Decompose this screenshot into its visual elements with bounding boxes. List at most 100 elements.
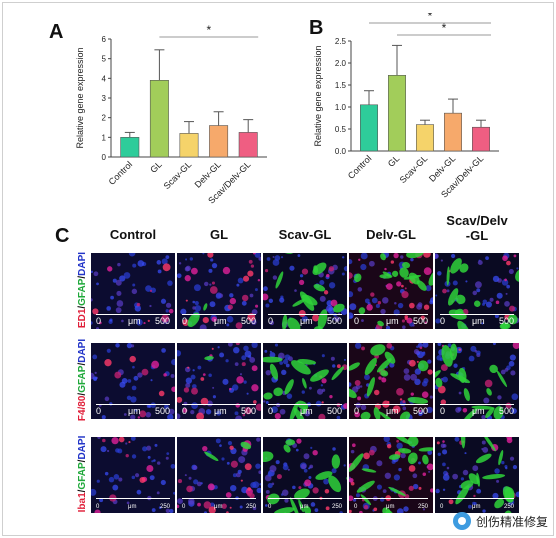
scale-bar-label: 0 [440,406,446,416]
scale-bar-label: 500 [240,316,256,326]
scale-bar-label: 0 [440,504,444,510]
scale-bar: 0 μm 500 [352,404,430,416]
row-label: ED1/GFAP/DAPI [76,245,90,335]
scale-bar: 0 μm 500 [94,404,172,416]
column-header: Scav/Delv -GL [446,213,508,243]
scale-bar-label: 0 [440,316,446,326]
micrograph-texture [349,437,433,513]
scale-bar-label: μm [300,316,313,326]
scale-bar-label: 0 [268,406,274,416]
scale-bar-label: μm [386,316,399,326]
category-label: GL [386,153,402,169]
micrograph-texture [349,343,433,419]
y-tick-label: 4 [102,74,107,83]
bar-scav-gl [179,133,199,158]
scale-bar-label: 0 [354,406,360,416]
scale-bar-label: 0 [268,316,274,326]
scale-bar-label: μm [214,316,227,326]
row-label-marker: F4/80 [77,395,88,422]
row-label-sep1: / [77,305,88,309]
scale-bar-label: 250 [245,504,256,510]
scale-bar-line [96,314,170,315]
scale-bar-line [354,314,428,315]
micrograph-image: 0 μm 250 [435,437,519,513]
scale-bar-label: 0 [182,406,188,416]
column-header: Control [109,227,157,242]
scale-bar-line [268,498,342,499]
micrograph-image: 0 μm 250 [91,437,175,513]
micrograph-texture [177,253,261,329]
scale-bar: 0 μm 500 [266,404,344,416]
scale-bar: 0 μm 250 [94,498,172,510]
micrograph-image: 0 μm 250 [349,437,433,513]
scale-bar: 0 μm 250 [180,498,258,510]
scale-bar-label: 500 [326,406,342,416]
y-tick-label: 1.0 [335,103,347,112]
bar-delv-gl [444,112,462,152]
scale-bar-label: μm [214,406,227,416]
row-label-dapi: DAPI [77,251,88,276]
scale-bar-label: 500 [498,406,514,416]
scale-bar-line [182,314,256,315]
row-label-gfap: GFAP [77,462,88,490]
scale-bar: 0 μm 500 [438,404,516,416]
row-label: Iba1/GFAP/DAPI [76,429,90,519]
watermark: 创伤精准修复 [452,512,548,530]
scale-bar: 0 μm 500 [180,404,258,416]
y-tick-label: 1 [102,133,107,142]
micrograph-texture [263,343,347,419]
scale-bar-line [182,498,256,499]
scale-bar-label: μm [214,504,223,510]
y-tick-label: 2.0 [335,59,347,68]
scale-bar-line [268,404,342,405]
bar-scav-delv-gl [238,132,258,158]
scale-bar: 0 μm 250 [438,498,516,510]
micrograph-texture [91,343,175,419]
micrograph-texture [91,253,175,329]
scale-bar: 0 μm 250 [266,498,344,510]
scale-bar-label: 0 [96,406,102,416]
bar-scav-delv-gl [472,126,490,152]
bar-chart-b: 0.0 0.5 1.0 1.5 2.0 2.5 Relative gene expressi… [313,13,499,200]
y-tick-label: 0.5 [335,125,347,134]
category-label: Control [107,159,135,187]
y-tick-label: 5 [102,55,107,64]
significance-marker: * [428,13,433,23]
row-label-sep1: / [77,392,88,396]
y-tick-label: 2.5 [335,37,347,46]
scale-bar-line [354,404,428,405]
scale-bar-line [440,498,514,499]
micrograph-image: 0 μm 500 [349,343,433,419]
scale-bar-label: 0 [96,316,102,326]
significance-marker: * [206,23,211,37]
y-tick-label: 0.0 [335,147,347,156]
y-tick-label: 3 [102,94,107,103]
scale-bar-label: 500 [412,406,428,416]
y-axis-label: Relative gene expression [313,45,323,146]
scale-bar-label: 500 [498,316,514,326]
row-label-dapi: DAPI [77,338,88,363]
scale-bar-label: 500 [412,316,428,326]
scale-bar-label: 500 [240,406,256,416]
category-label: Scav-GL [162,159,194,191]
micrograph-image: 0 μm 500 [91,343,175,419]
y-tick-label: 2 [102,114,107,123]
panel-label-c: C [55,225,70,247]
scale-bar: 0 μm 250 [352,498,430,510]
scale-bar-label: 250 [159,504,170,510]
micrograph-image: 0 μm 500 [349,253,433,329]
row-label-marker: ED1 [77,308,88,329]
micrograph-texture [435,343,519,419]
scale-bar-label: 0 [96,504,100,510]
category-label: Scav-GL [398,153,430,185]
row-label-sep2: / [77,362,88,366]
scale-bar-line [440,404,514,405]
micrograph-image: 0 μm 500 [91,253,175,329]
scale-bar-label: μm [300,406,313,416]
scale-bar-label: 0 [268,504,272,510]
micrograph-texture [91,437,175,513]
scale-bar-label: μm [386,504,395,510]
micrograph-image: 0 μm 500 [263,253,347,329]
y-tick-label: 0 [102,153,107,162]
scale-bar-label: 500 [154,406,170,416]
